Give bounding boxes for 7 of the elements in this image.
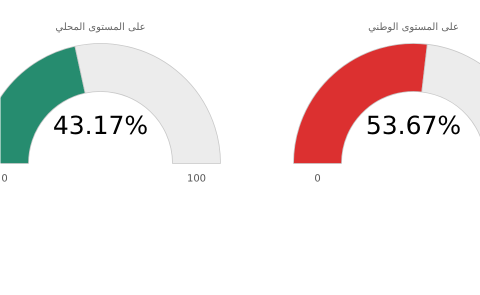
text: 100 [186,174,206,184]
text: 0 [1,174,8,184]
chart-title: على المستوى الوطني [368,22,459,33]
text: 43.17% [52,111,148,140]
text: 0 [314,174,321,184]
text: 53.67% [366,111,462,140]
chart-title: على المستوى المحلي [55,22,146,33]
